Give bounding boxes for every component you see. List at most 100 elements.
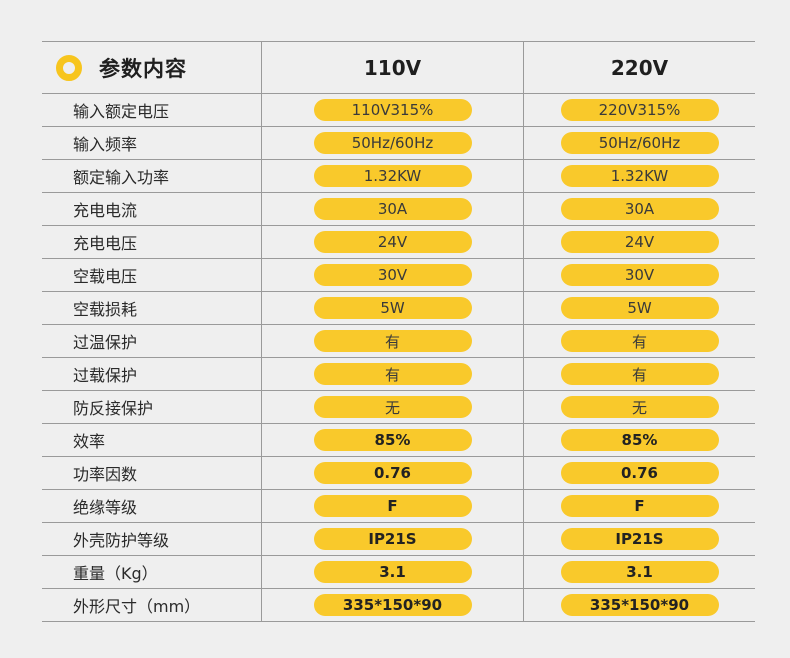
table-row: 额定输入功率 1.32KW 1.32KW: [42, 160, 755, 193]
table-row: 空载损耗 5W 5W: [42, 292, 755, 325]
value-pill: F: [313, 495, 472, 517]
value-pill: 3.1: [560, 561, 719, 583]
spec-table: 参数内容 110V 220V 输入额定电压 110V315% 220V315% …: [42, 41, 755, 622]
row-label: 充电电流: [42, 193, 262, 225]
column-heading-220v: 220V: [610, 55, 669, 80]
cell-110v: 有: [262, 358, 524, 390]
table-row: 外形尺寸（mm） 335*150*90 335*150*90: [42, 589, 755, 622]
cell-110v: IP21S: [262, 523, 524, 555]
cell-220v: 335*150*90: [524, 589, 755, 621]
table-row: 充电电压 24V 24V: [42, 226, 755, 259]
value-pill: IP21S: [313, 528, 472, 550]
table-row: 防反接保护 无 无: [42, 391, 755, 424]
value-pill: 0.76: [560, 462, 719, 484]
row-label: 外形尺寸（mm）: [42, 589, 262, 621]
row-label: 空载损耗: [42, 292, 262, 324]
cell-110v: 0.76: [262, 457, 524, 489]
value-pill: 1.32KW: [560, 165, 719, 187]
cell-110v: 85%: [262, 424, 524, 456]
cell-220v: 有: [524, 325, 755, 357]
row-label: 绝缘等级: [42, 490, 262, 522]
cell-110v: 1.32KW: [262, 160, 524, 192]
table-row: 外壳防护等级 IP21S IP21S: [42, 523, 755, 556]
cell-220v: 30A: [524, 193, 755, 225]
cell-110v: 3.1: [262, 556, 524, 588]
table-header-row: 参数内容 110V 220V: [42, 42, 755, 94]
cell-220v: 无: [524, 391, 755, 423]
cell-220v: 有: [524, 358, 755, 390]
table-row: 重量（Kg） 3.1 3.1: [42, 556, 755, 589]
cell-110v: 24V: [262, 226, 524, 258]
value-pill: 335*150*90: [313, 594, 472, 616]
value-pill: 无: [313, 396, 472, 418]
cell-220v: 30V: [524, 259, 755, 291]
value-pill: 220V315%: [560, 99, 719, 121]
cell-220v: 1.32KW: [524, 160, 755, 192]
table-row: 充电电流 30A 30A: [42, 193, 755, 226]
row-label: 充电电压: [42, 226, 262, 258]
cell-110v: 5W: [262, 292, 524, 324]
ring-icon: [56, 54, 82, 81]
table-row: 输入额定电压 110V315% 220V315%: [42, 94, 755, 127]
cell-110v: 有: [262, 325, 524, 357]
cell-220v: IP21S: [524, 523, 755, 555]
row-label: 输入频率: [42, 127, 262, 159]
cell-220v: 0.76: [524, 457, 755, 489]
value-pill: 有: [560, 330, 719, 352]
cell-220v: 3.1: [524, 556, 755, 588]
cell-110v: F: [262, 490, 524, 522]
value-pill: 1.32KW: [313, 165, 472, 187]
value-pill: 30A: [313, 198, 472, 220]
table-row: 功率因数 0.76 0.76: [42, 457, 755, 490]
row-label: 功率因数: [42, 457, 262, 489]
table-row: 空载电压 30V 30V: [42, 259, 755, 292]
value-pill: F: [560, 495, 719, 517]
value-pill: 30A: [560, 198, 719, 220]
table-row: 输入频率 50Hz/60Hz 50Hz/60Hz: [42, 127, 755, 160]
row-label: 额定输入功率: [42, 160, 262, 192]
value-pill: 50Hz/60Hz: [560, 132, 719, 154]
value-pill: 24V: [560, 231, 719, 253]
row-label: 外壳防护等级: [42, 523, 262, 555]
table-row: 过温保护 有 有: [42, 325, 755, 358]
cell-110v: 30A: [262, 193, 524, 225]
cell-220v: F: [524, 490, 755, 522]
header-col-110v: 110V: [262, 42, 524, 93]
cell-110v: 50Hz/60Hz: [262, 127, 524, 159]
value-pill: 30V: [313, 264, 472, 286]
value-pill: 3.1: [313, 561, 472, 583]
row-label: 防反接保护: [42, 391, 262, 423]
value-pill: 85%: [560, 429, 719, 451]
row-label: 过载保护: [42, 358, 262, 390]
value-pill: 5W: [313, 297, 472, 319]
value-pill: 有: [313, 330, 472, 352]
cell-110v: 无: [262, 391, 524, 423]
value-pill: 335*150*90: [560, 594, 719, 616]
cell-220v: 85%: [524, 424, 755, 456]
row-label: 过温保护: [42, 325, 262, 357]
row-label: 空载电压: [42, 259, 262, 291]
table-row: 过载保护 有 有: [42, 358, 755, 391]
cell-220v: 50Hz/60Hz: [524, 127, 755, 159]
header-title-cell: 参数内容: [42, 42, 262, 93]
value-pill: 有: [313, 363, 472, 385]
value-pill: 50Hz/60Hz: [313, 132, 472, 154]
table-row: 效率 85% 85%: [42, 424, 755, 457]
value-pill: 85%: [313, 429, 472, 451]
value-pill: 有: [560, 363, 719, 385]
cell-220v: 5W: [524, 292, 755, 324]
cell-110v: 30V: [262, 259, 524, 291]
value-pill: 30V: [560, 264, 719, 286]
value-pill: IP21S: [560, 528, 719, 550]
value-pill: 0.76: [313, 462, 472, 484]
cell-220v: 220V315%: [524, 94, 755, 126]
table-title: 参数内容: [99, 56, 187, 81]
row-label: 重量（Kg）: [42, 556, 262, 588]
cell-110v: 335*150*90: [262, 589, 524, 621]
table-row: 绝缘等级 F F: [42, 490, 755, 523]
row-label: 效率: [42, 424, 262, 456]
value-pill: 5W: [560, 297, 719, 319]
column-heading-110v: 110V: [363, 55, 422, 80]
value-pill: 110V315%: [313, 99, 472, 121]
value-pill: 24V: [313, 231, 472, 253]
